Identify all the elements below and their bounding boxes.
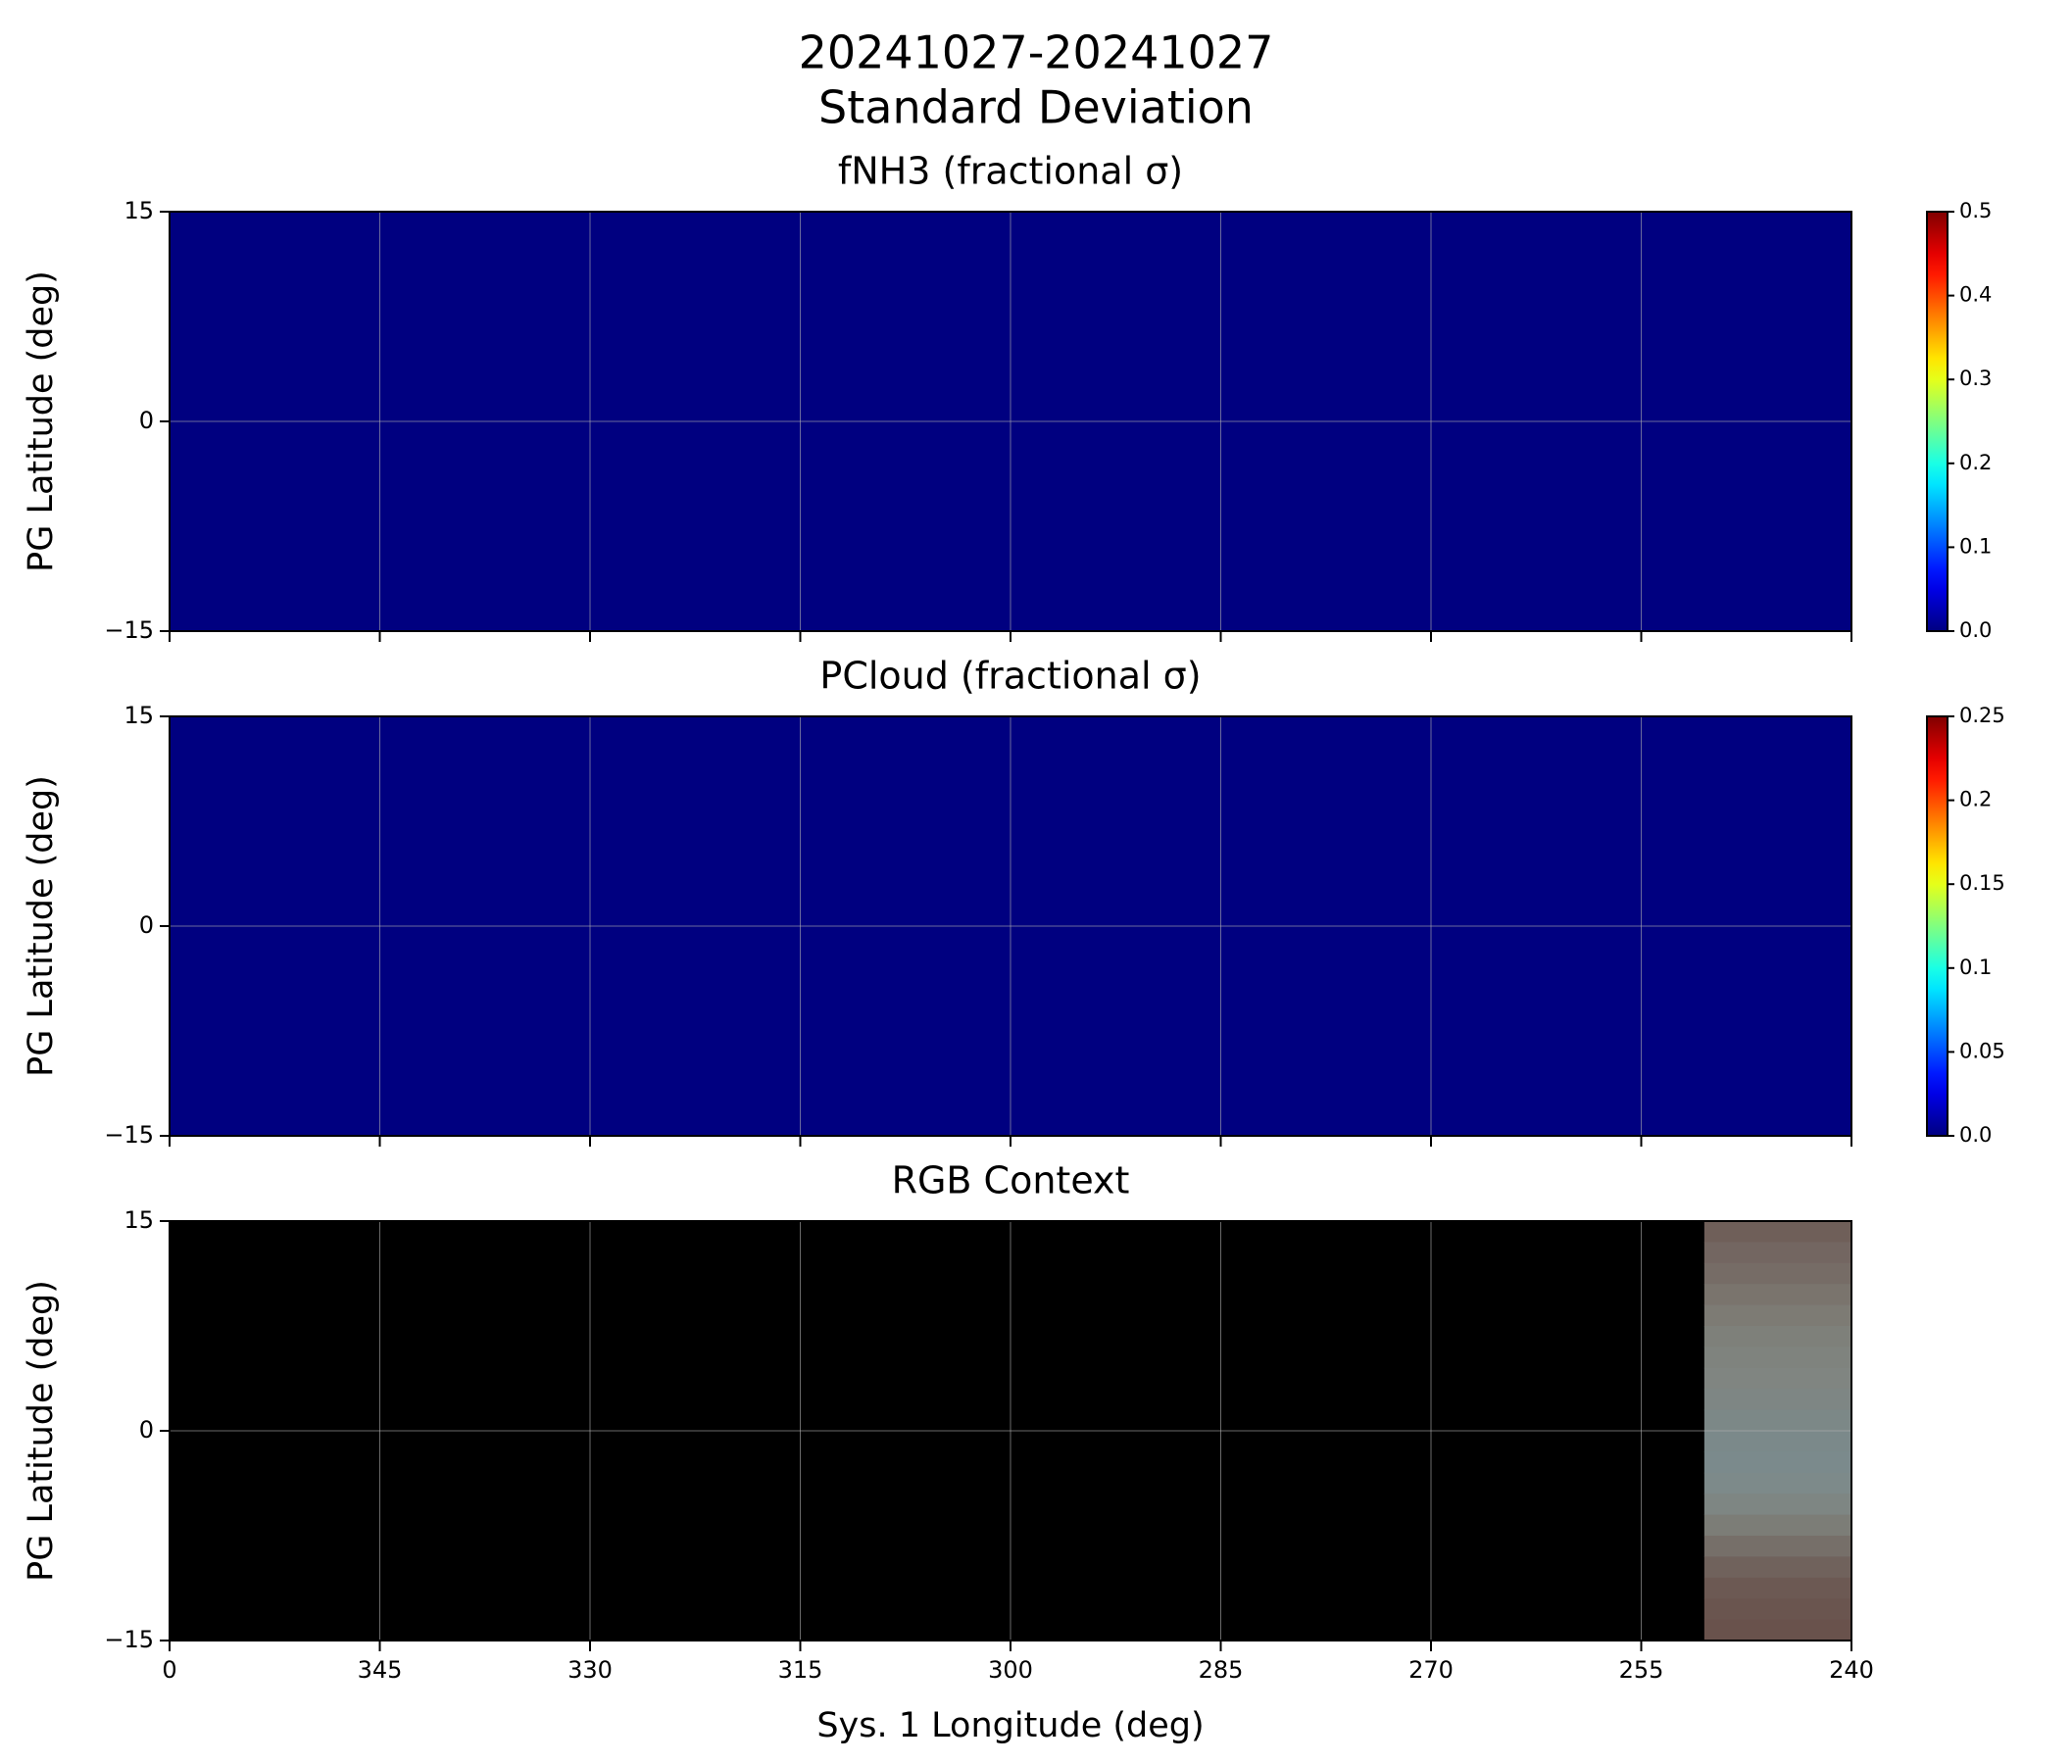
colorbar-tick-label: 0.25: [1959, 704, 2005, 727]
colorbar-tick-label: 0.0: [1959, 1123, 1992, 1147]
image-row: [1703, 1514, 1851, 1537]
colorbar-tick-label: 0.4: [1959, 283, 1992, 307]
image-row: [1703, 1556, 1851, 1579]
x-tick-label: 285: [1199, 1656, 1244, 1684]
x-tick-label: 300: [988, 1656, 1033, 1684]
y-tick-label: 15: [123, 1206, 154, 1234]
colorbar-tick-label: 0.0: [1959, 618, 1992, 642]
image-row: [1703, 1284, 1851, 1306]
panel-title: PCloud (fractional σ): [819, 655, 1201, 698]
x-tick-label: 240: [1829, 1656, 1874, 1684]
colorbar-tick-label: 0.2: [1959, 788, 1992, 811]
image-row: [1703, 1221, 1851, 1243]
x-tick-label: 315: [778, 1656, 823, 1684]
y-axis-label: PG Latitude (deg): [22, 1280, 61, 1582]
panel-title: fNH3 (fractional σ): [838, 150, 1183, 193]
image-row: [1703, 1326, 1851, 1348]
y-tick-label: 0: [139, 407, 154, 434]
y-tick-label: −15: [104, 1626, 154, 1653]
image-row: [1703, 1494, 1851, 1516]
axes-frame: [169, 1220, 1852, 1642]
x-tick-label: 255: [1619, 1656, 1664, 1684]
colorbar-tick-label: 0.05: [1959, 1039, 2005, 1062]
colorbar-tick-label: 0.1: [1959, 534, 1992, 558]
x-tick-label: 0: [162, 1656, 176, 1684]
image-row: [1703, 1577, 1851, 1599]
image-row: [1703, 1367, 1851, 1390]
colorbar: [1926, 715, 1949, 1137]
colorbar-tick-label: 0.15: [1959, 871, 2005, 895]
image-row: [1703, 1619, 1851, 1642]
image-row: [1703, 1389, 1851, 1411]
figure-title: 20241027-20241027: [799, 26, 1274, 79]
y-tick-label: 0: [139, 1416, 154, 1444]
y-axis-label: PG Latitude (deg): [22, 270, 61, 572]
image-row: [1703, 1409, 1851, 1432]
image-row: [1703, 1242, 1851, 1264]
image-row: [1703, 1598, 1851, 1621]
colorbar-tick-label: 0.1: [1959, 956, 1992, 979]
y-tick-label: 0: [139, 911, 154, 939]
axes-frame: [169, 211, 1852, 632]
x-tick-label: 270: [1408, 1656, 1454, 1684]
axes-frame: [169, 715, 1852, 1137]
image-row: [1703, 1431, 1851, 1452]
image-row: [1703, 1472, 1851, 1494]
x-axis-label: Sys. 1 Longitude (deg): [816, 1706, 1204, 1745]
figure-subtitle: Standard Deviation: [818, 81, 1254, 134]
colorbar-tick-label: 0.5: [1959, 199, 1992, 222]
x-tick-label: 345: [358, 1656, 403, 1684]
image-row: [1703, 1536, 1851, 1557]
y-axis-label: PG Latitude (deg): [22, 775, 61, 1077]
y-tick-label: −15: [104, 616, 154, 644]
panel-title: RGB Context: [892, 1159, 1130, 1202]
image-row: [1703, 1451, 1851, 1474]
y-tick-label: −15: [104, 1121, 154, 1149]
y-tick-label: 15: [123, 702, 154, 729]
image-row: [1703, 1347, 1851, 1369]
colorbar-tick-label: 0.3: [1959, 367, 1992, 390]
y-tick-label: 15: [123, 197, 154, 224]
colorbar-tick-label: 0.2: [1959, 451, 1992, 474]
image-row: [1703, 1304, 1851, 1327]
x-tick-label: 330: [567, 1656, 613, 1684]
colorbar: [1926, 211, 1949, 632]
image-row: [1703, 1262, 1851, 1285]
